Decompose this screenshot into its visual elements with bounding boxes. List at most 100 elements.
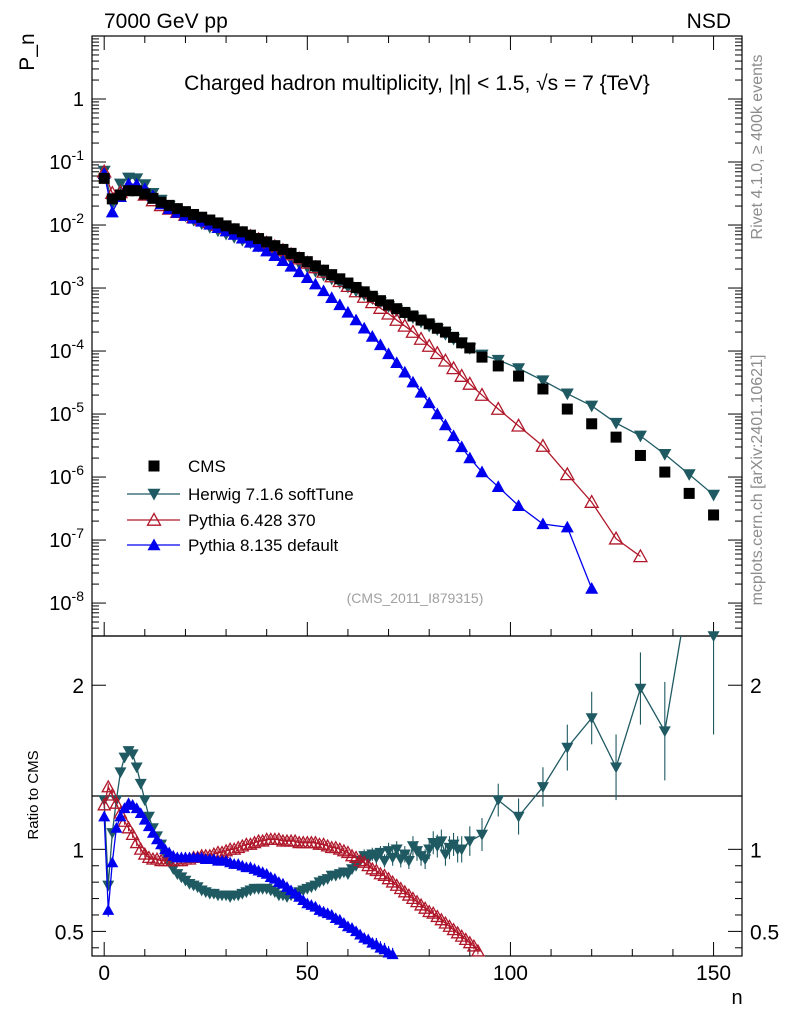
ratio-point bbox=[476, 829, 488, 841]
data-point bbox=[682, 469, 696, 481]
process-label: NSD bbox=[687, 10, 731, 33]
data-point bbox=[228, 223, 240, 235]
legend-marker bbox=[147, 538, 161, 551]
ratio-point bbox=[561, 742, 574, 754]
data-point bbox=[659, 466, 671, 478]
data-point bbox=[456, 337, 468, 349]
ratio-point bbox=[419, 854, 432, 866]
ratio-point bbox=[97, 797, 112, 811]
ratio-point bbox=[536, 782, 549, 793]
data-point bbox=[683, 487, 695, 499]
data-point bbox=[414, 385, 428, 398]
ratio-point bbox=[402, 856, 415, 867]
data-point bbox=[422, 396, 436, 409]
data-point bbox=[389, 312, 405, 326]
data-point bbox=[300, 271, 314, 284]
data-point bbox=[147, 192, 159, 204]
data-point bbox=[220, 220, 232, 232]
data-point bbox=[212, 217, 224, 229]
data-point bbox=[490, 401, 506, 415]
data-point bbox=[397, 318, 413, 332]
ratio-point bbox=[374, 847, 387, 859]
ratio-point bbox=[658, 726, 671, 738]
data-point bbox=[349, 313, 363, 326]
ratio-point bbox=[114, 767, 127, 779]
y-tick-label: 1 bbox=[73, 89, 84, 111]
ratio-point bbox=[101, 779, 116, 793]
data-point bbox=[560, 520, 574, 533]
data-point bbox=[308, 277, 322, 290]
main-y-tick-labels: 10-8 10-7 10-6 10-5 10-4 10-3 10-2 10-1 1 bbox=[49, 89, 84, 615]
x-tick-label: 100 bbox=[493, 962, 528, 985]
x-tick-label: 0 bbox=[98, 962, 110, 985]
data-point bbox=[277, 243, 289, 255]
data-point bbox=[261, 236, 273, 248]
data-point bbox=[188, 208, 200, 220]
legend-item-pythia-6-428-370: Pythia 6.428 370 bbox=[127, 511, 316, 530]
data-point bbox=[406, 375, 420, 388]
data-point bbox=[105, 205, 119, 218]
data-point bbox=[325, 291, 339, 303]
data-point bbox=[559, 466, 575, 481]
ratio-point bbox=[109, 796, 124, 809]
ratio-point bbox=[423, 844, 436, 856]
y-tick-label: 10-3 bbox=[49, 273, 84, 300]
main-axis-ticks bbox=[92, 35, 742, 637]
data-point bbox=[236, 226, 248, 238]
x-tick-labels: 0 50 100 150 bbox=[98, 962, 731, 985]
ratio-point bbox=[102, 904, 115, 915]
y-tick-label: 10-1 bbox=[49, 147, 84, 174]
x-axis-label: n bbox=[731, 987, 742, 1009]
ratio-point bbox=[142, 820, 155, 832]
data-point bbox=[407, 310, 419, 322]
ratio-point bbox=[247, 835, 262, 849]
data-point bbox=[204, 214, 216, 226]
data-point bbox=[244, 229, 256, 241]
ratio-point bbox=[466, 938, 481, 952]
ratio-series bbox=[97, 631, 720, 960]
data-point bbox=[561, 403, 573, 415]
data-point bbox=[437, 352, 454, 367]
data-point bbox=[357, 321, 371, 334]
data-point bbox=[535, 438, 551, 452]
ratio-point bbox=[129, 835, 144, 849]
data-point bbox=[365, 330, 379, 342]
ratio-line bbox=[103, 785, 479, 952]
data-point bbox=[293, 252, 305, 264]
ratio-point bbox=[134, 778, 147, 790]
ratio-point bbox=[235, 838, 250, 852]
data-point bbox=[447, 429, 461, 442]
data-point bbox=[475, 465, 489, 478]
ratio-series-pythia-6-428-370 bbox=[97, 779, 486, 957]
data-point bbox=[536, 517, 550, 530]
data-point bbox=[301, 256, 313, 268]
ratio-point bbox=[328, 840, 343, 854]
y-tick-label: 10-2 bbox=[49, 210, 84, 237]
ratio-point bbox=[382, 846, 395, 857]
ratio-point bbox=[106, 856, 119, 868]
ratio-point bbox=[398, 849, 411, 861]
data-point bbox=[373, 338, 387, 351]
ratio-point bbox=[353, 853, 368, 867]
data-point bbox=[658, 449, 672, 461]
ratio-point bbox=[102, 880, 115, 892]
data-point bbox=[560, 388, 574, 401]
data-point bbox=[462, 376, 478, 390]
ratio-y-tick-label: 2 bbox=[72, 675, 84, 698]
x-tick-label: 150 bbox=[696, 962, 731, 985]
ratio-point bbox=[110, 822, 123, 833]
legend-item-pythia-8-135-default: Pythia 8.135 default bbox=[127, 536, 339, 555]
ratio-point bbox=[365, 861, 380, 875]
legend: CMS Herwig 7.1.6 softTune Pythia 6.428 370… bbox=[127, 457, 354, 555]
data-point bbox=[285, 247, 297, 259]
data-point bbox=[292, 265, 306, 278]
data-point bbox=[131, 185, 143, 197]
data-point bbox=[405, 324, 421, 338]
ratio-y-tick-label: 0.5 bbox=[55, 921, 84, 944]
data-point bbox=[268, 249, 282, 261]
data-point bbox=[179, 206, 191, 218]
ratio-point bbox=[138, 813, 151, 825]
data-point bbox=[358, 286, 370, 298]
data-point bbox=[421, 338, 437, 352]
data-point bbox=[584, 494, 600, 508]
